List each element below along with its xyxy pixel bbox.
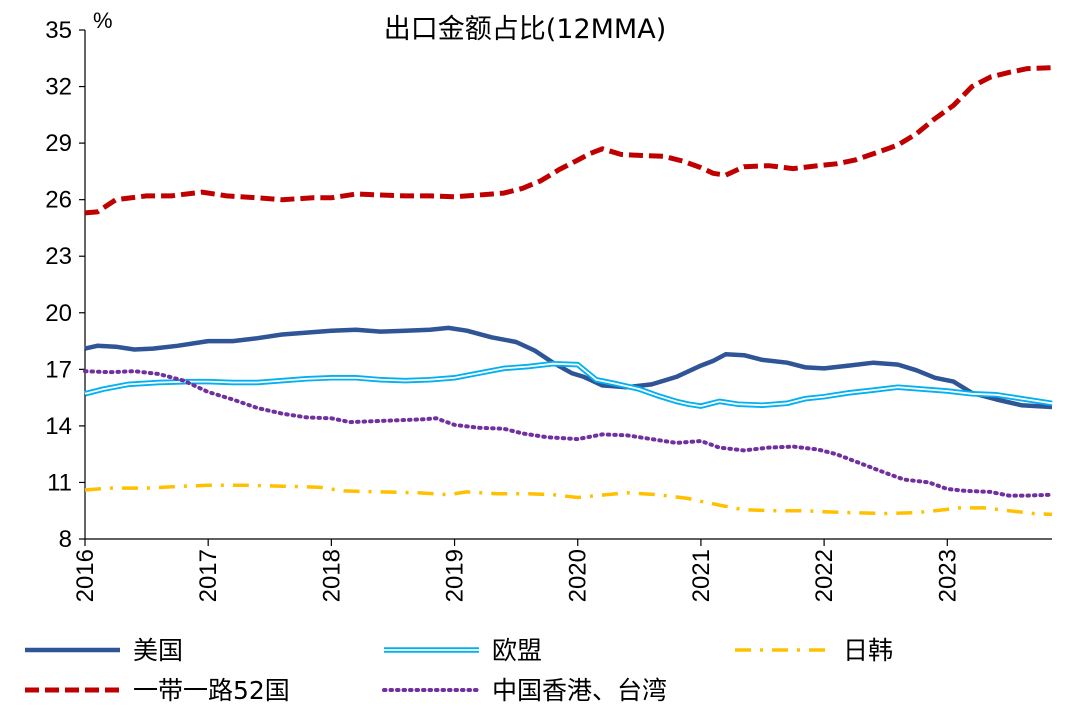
series-eu xyxy=(84,360,1053,409)
series-br xyxy=(84,65,1053,216)
x-tick-label: 2018 xyxy=(318,549,345,602)
legend-item-us: 美国 xyxy=(25,636,183,665)
y-tick-label: 32 xyxy=(45,74,72,101)
series-jk xyxy=(84,483,1053,517)
legend-item-jk: 日韩 xyxy=(735,636,893,665)
x-tick-label: 2023 xyxy=(934,549,961,602)
legend-label-us: 美国 xyxy=(133,636,183,665)
y-tick-label: 8 xyxy=(59,526,72,553)
series-line-br xyxy=(84,65,1053,216)
x-tick-label: 2017 xyxy=(195,549,222,602)
series-us xyxy=(84,325,1053,410)
series-line-eu-inner xyxy=(84,362,1053,407)
y-unit-label: % xyxy=(93,8,113,33)
y-tick-label: 17 xyxy=(45,356,72,383)
legend-label-hk: 中国香港、台湾 xyxy=(492,676,667,705)
x-tick-label: 2020 xyxy=(565,549,592,602)
y-tick-label: 20 xyxy=(45,300,72,327)
y-tick-label: 11 xyxy=(47,469,72,496)
y-tick-label: 29 xyxy=(45,130,72,157)
series-line-us xyxy=(84,325,1053,410)
legend-label-eu: 欧盟 xyxy=(492,636,542,665)
legend-label-jk: 日韩 xyxy=(843,636,893,665)
y-tick-label: 35 xyxy=(45,17,72,44)
x-tick-label: 2016 xyxy=(72,549,99,602)
chart-title: 出口金额占比(12MMA) xyxy=(384,14,667,45)
series-hk xyxy=(83,369,1054,498)
series-layer xyxy=(83,65,1054,517)
legend-item-eu: 欧盟 xyxy=(384,636,542,665)
y-tick-label: 14 xyxy=(45,413,72,440)
x-tick-label: 2022 xyxy=(811,549,838,602)
series-line-jk xyxy=(84,483,1053,517)
x-tick-label: 2021 xyxy=(688,549,715,602)
x-tick-label: 2019 xyxy=(442,549,469,602)
y-tick-label: 23 xyxy=(45,243,72,270)
y-tick-label: 26 xyxy=(45,187,72,214)
series-line-hk xyxy=(83,369,1054,498)
legend-item-br: 一带一路52国 xyxy=(25,676,290,705)
legend-label-br: 一带一路52国 xyxy=(133,676,290,705)
legend-item-hk: 中国香港、台湾 xyxy=(382,676,667,705)
